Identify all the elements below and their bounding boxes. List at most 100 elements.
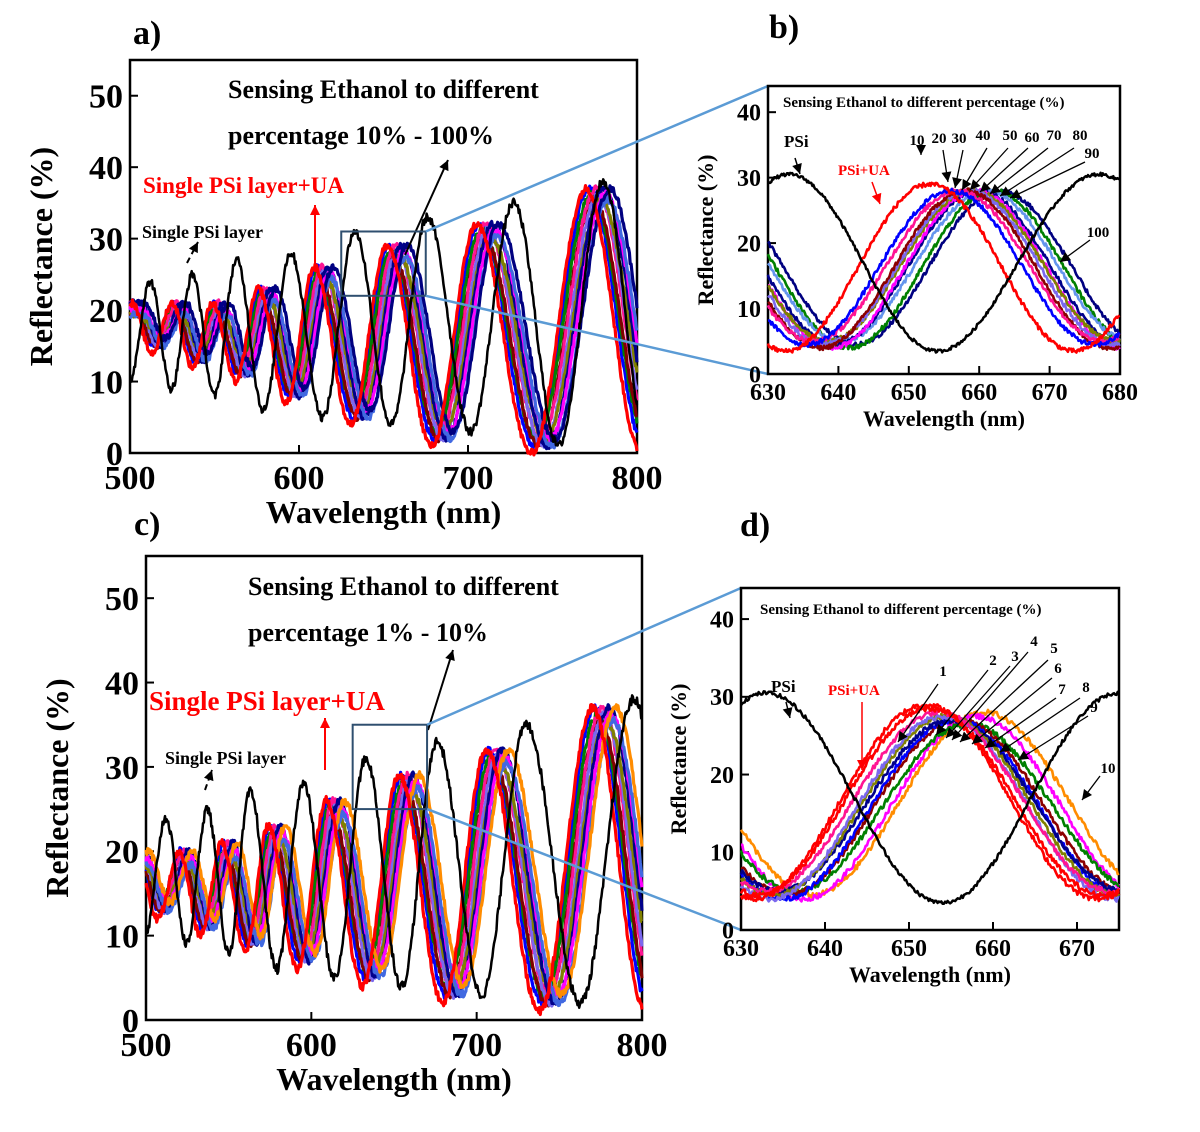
- panel-letter: b): [769, 9, 799, 46]
- curve-label: 100: [1087, 225, 1110, 241]
- label-psi: PSi: [784, 132, 809, 151]
- zoom-connector-top: [426, 586, 742, 726]
- x-tick-label: 670: [1059, 936, 1095, 962]
- label-psi-ua: PSi+UA: [838, 163, 890, 179]
- series-psi-ua: [128, 184, 639, 457]
- y-tick-label: 30: [89, 222, 123, 259]
- y-tick-label: 20: [710, 763, 734, 789]
- curve-label-arrow-head: [946, 727, 957, 738]
- label-psi-arrow: [186, 241, 199, 264]
- curve-label: 70: [1047, 128, 1062, 144]
- series-1: [739, 704, 1120, 899]
- curve-label: 3: [1011, 649, 1019, 665]
- curve-label-arrow: [971, 677, 1053, 745]
- annotation-arrow-head: [445, 650, 455, 662]
- panel-a: 500 600 700 800 0 10 20 30 40 50 Wavelength (nm) Re…: [23, 15, 769, 530]
- panel-c: 500 600 700 800 0 10 20 30 40 50 Wavelength (nm) Re…: [39, 506, 742, 1097]
- y-tick-label: 0: [722, 918, 734, 944]
- y-tick-label: 10: [89, 364, 123, 401]
- curve-label: 80: [1073, 128, 1088, 144]
- label-psi-ua-arrow-head: [871, 192, 882, 204]
- curve-label: 40: [976, 128, 991, 144]
- x-axis-label: Wavelength (nm): [849, 962, 1011, 987]
- curve-label: 7: [1058, 682, 1066, 698]
- x-tick-label: 660: [975, 936, 1011, 962]
- x-tick-label: 650: [891, 936, 927, 962]
- series-7: [740, 716, 1121, 899]
- plot-frame: [766, 84, 1122, 376]
- series-4: [144, 704, 644, 998]
- x-tick-label: 640: [807, 936, 843, 962]
- annotation-line-2: percentage 1% - 10%: [248, 618, 488, 647]
- panel-b: 630 640 650 660 670 680 0 10 20 30 40 Wavelength (n…: [693, 9, 1138, 431]
- y-tick-label: 10: [737, 297, 761, 323]
- x-tick-label: 500: [105, 460, 156, 497]
- series-100: [767, 187, 1121, 348]
- curve-label-arrow: [999, 697, 1081, 753]
- y-tick-label: 0: [122, 1003, 139, 1040]
- annotation-arrow: [404, 159, 449, 256]
- curve-label-arrow: [951, 651, 1029, 741]
- panel-letter: d): [740, 507, 770, 544]
- curve-label-arrow-head: [980, 181, 991, 192]
- x-tick-label: 670: [1032, 380, 1068, 406]
- series-10: [767, 187, 1121, 348]
- series-30: [767, 187, 1121, 352]
- inset-title: Sensing Ethanol to different percentage …: [783, 95, 1065, 111]
- label-psi-ua: PSi+UA: [828, 683, 880, 699]
- curve-label: 30: [952, 131, 967, 147]
- y-tick-label: 20: [89, 293, 123, 330]
- x-tick-label: 700: [443, 460, 494, 497]
- curve-label-arrow-head: [936, 724, 947, 735]
- y-tick-label: 20: [105, 834, 139, 871]
- curve-label-arrow-head: [972, 733, 983, 744]
- curve-label: 4: [1030, 634, 1038, 650]
- x-tick-label: 500: [121, 1027, 172, 1064]
- y-tick-label: 40: [105, 665, 139, 702]
- annotation-line-1: Sensing Ethanol to different: [248, 572, 559, 601]
- curve-label-arrow: [897, 683, 939, 743]
- series-PSi+UA: [766, 181, 1121, 354]
- curve-label: 2: [989, 653, 997, 669]
- curve-label: 90: [1085, 146, 1100, 162]
- curve-label-arrow-head: [952, 177, 962, 188]
- zoom-connector-bottom: [426, 807, 742, 932]
- curve-label: 5: [1050, 641, 1058, 657]
- y-tick-label: 40: [89, 150, 123, 187]
- curve-label-arrow-head: [960, 731, 971, 742]
- annotation-arrow: [427, 649, 454, 731]
- curve-label-arrow: [984, 697, 1057, 749]
- series-psi: [129, 178, 639, 447]
- annotation-arrow-head: [439, 160, 449, 172]
- curve-label-arrow-head: [1000, 742, 1012, 752]
- label-psi-ua-arrow-head: [320, 718, 330, 728]
- label-psi-arrow-head: [188, 242, 198, 254]
- x-tick-label: 700: [451, 1027, 502, 1064]
- label-psi: PSi: [771, 677, 796, 696]
- y-tick-label: 40: [710, 607, 734, 633]
- y-tick-label: 30: [737, 166, 761, 192]
- inset-title: Sensing Ethanol to different percentage …: [760, 602, 1042, 618]
- curve-label-arrow-head: [916, 145, 926, 155]
- curve-label-arrow: [935, 669, 989, 736]
- label-psi-ua-arrow-head: [857, 760, 867, 770]
- curve-label-arrow-head: [1018, 750, 1030, 760]
- zoom-box: [340, 230, 427, 297]
- label-psi: Single PSi layer: [142, 222, 263, 242]
- label-psi-arrow: [204, 769, 213, 791]
- plot-frame: [739, 586, 1121, 932]
- curve-label-arrow-head: [1082, 789, 1092, 800]
- curve-label: 9: [1090, 700, 1098, 716]
- curve-label: 50: [1003, 128, 1018, 144]
- y-tick-label: 30: [710, 685, 734, 711]
- panel-d: 630 640 650 660 670 0 10 20 30 40 Wavelength (nm) R…: [666, 507, 1121, 987]
- curve-label: 6: [1054, 661, 1062, 677]
- x-tick-label: 640: [820, 380, 856, 406]
- label-psi: Single PSi layer: [165, 748, 286, 768]
- y-tick-label: 30: [105, 750, 139, 787]
- y-tick-label: 40: [737, 101, 761, 127]
- curve-label: 20: [932, 131, 947, 147]
- series-20: [766, 187, 1121, 345]
- x-tick-label: 800: [617, 1027, 668, 1064]
